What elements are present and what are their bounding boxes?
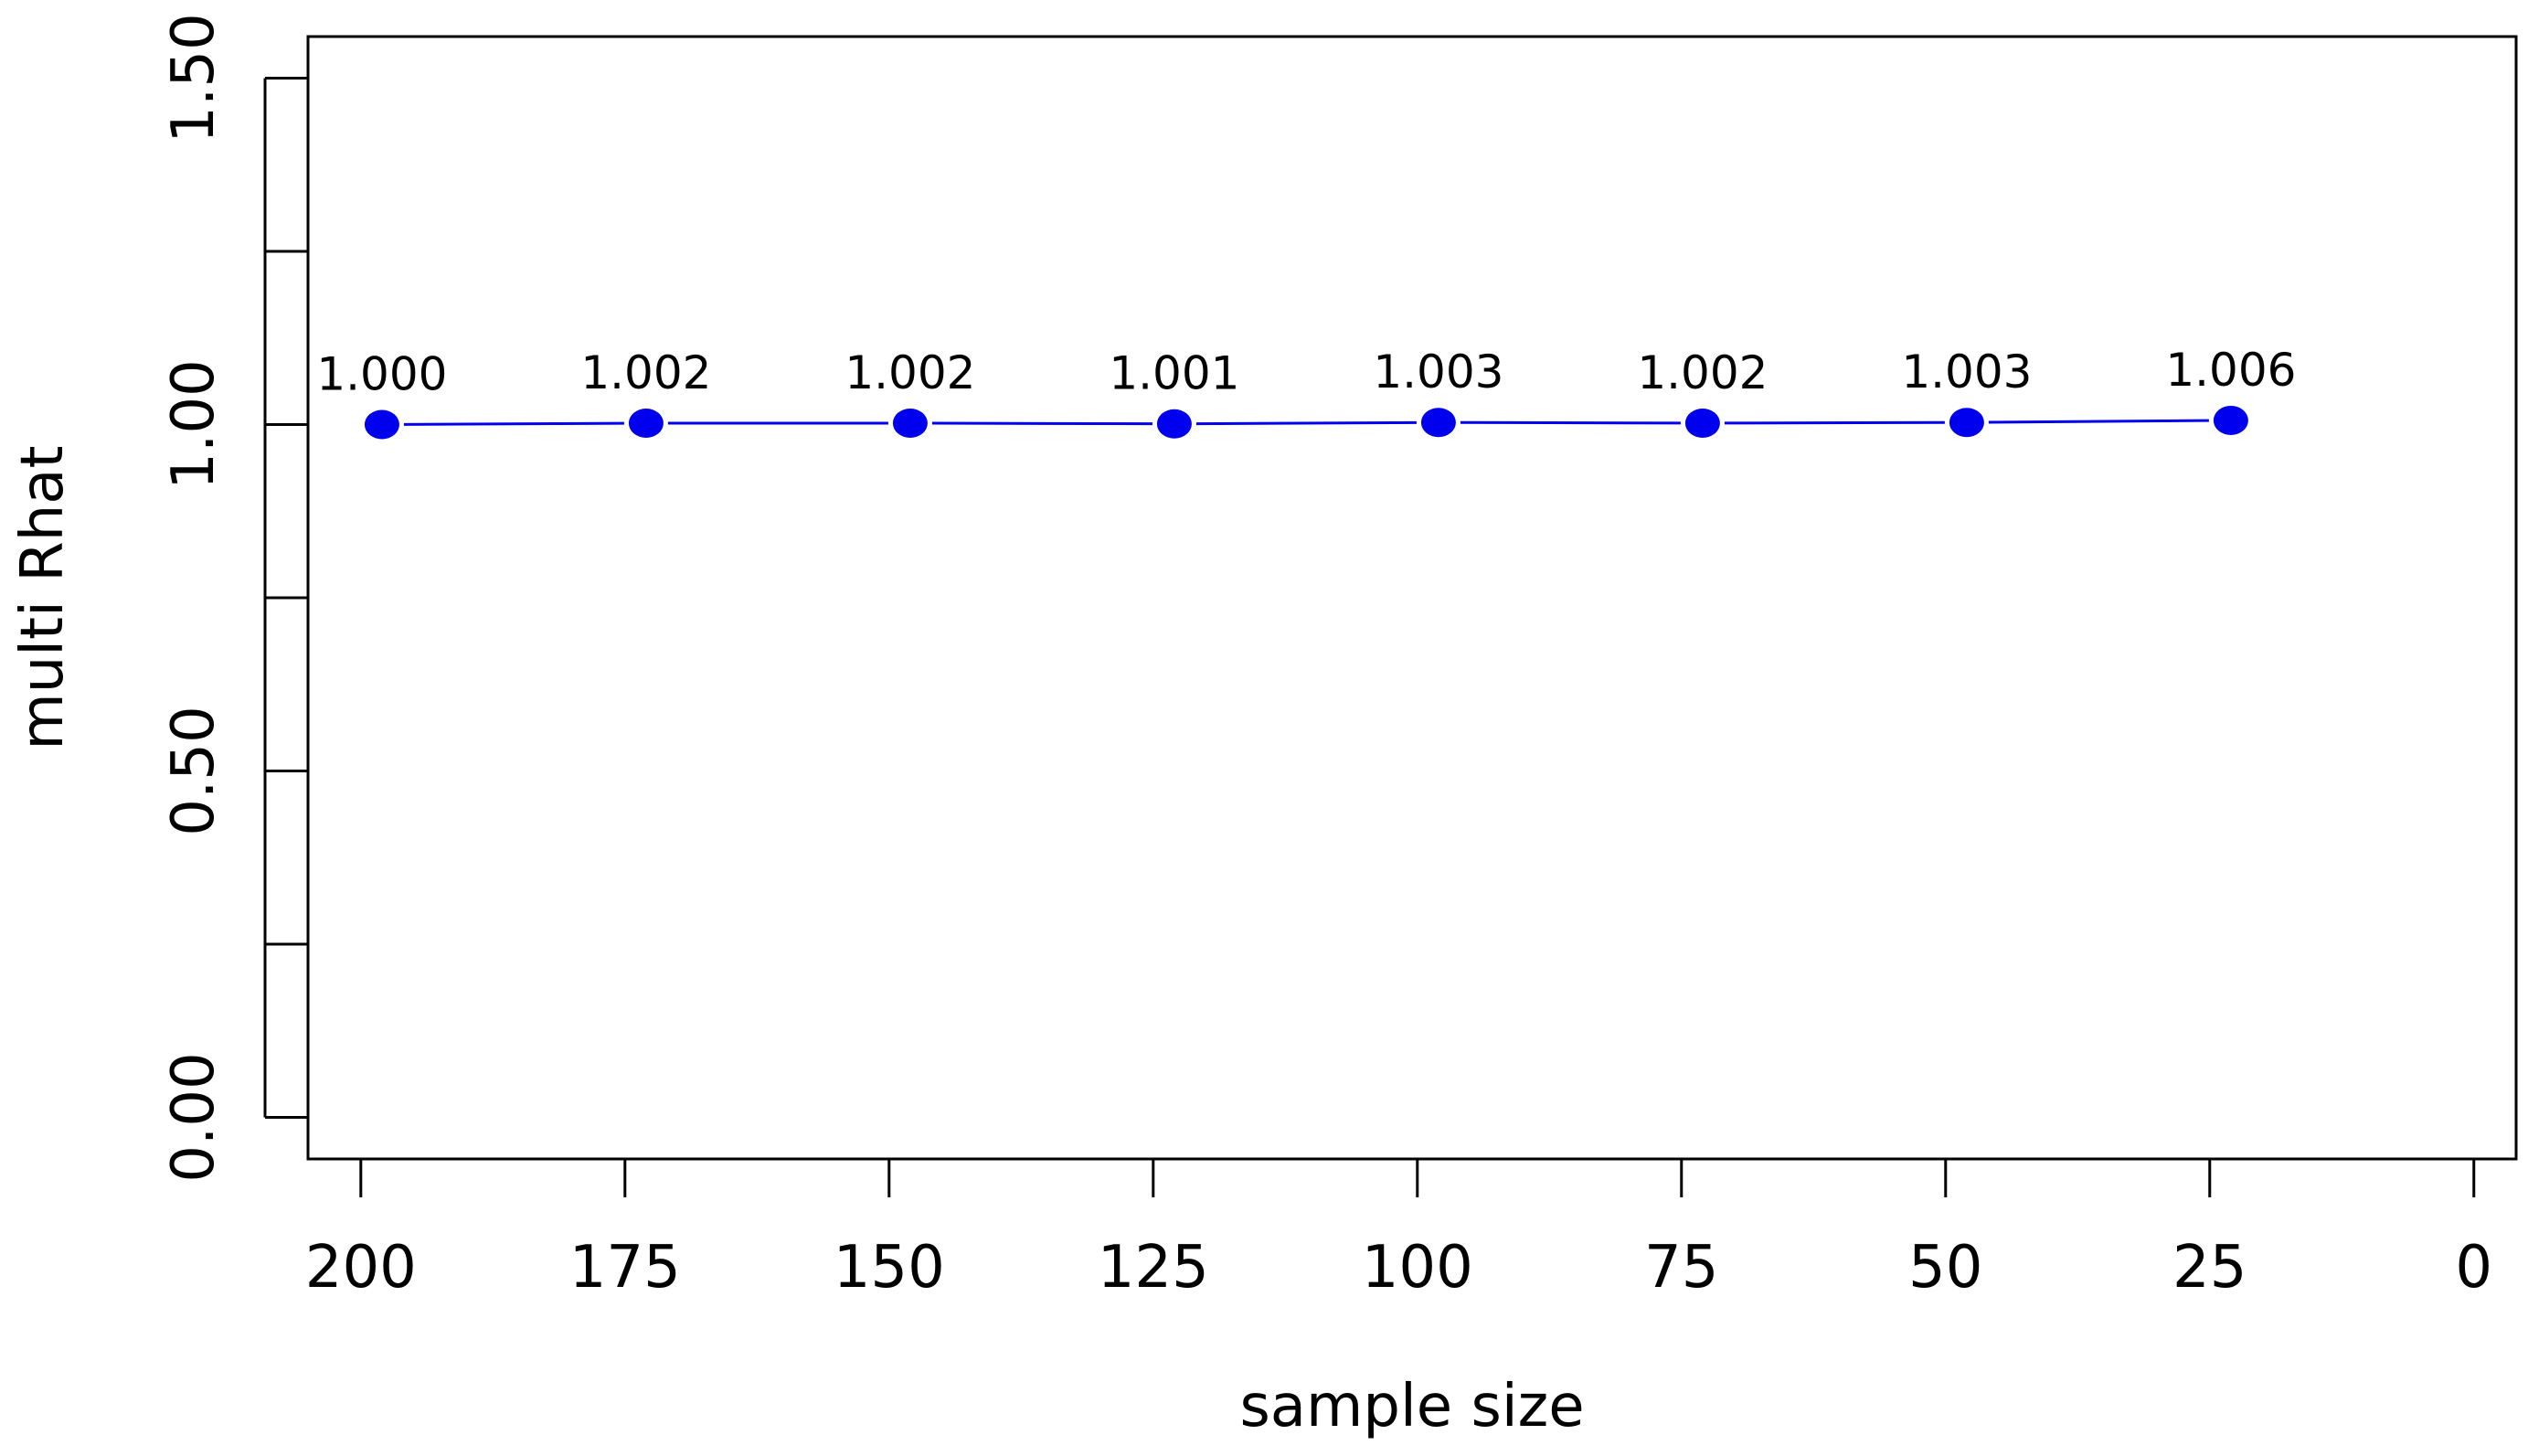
x-tick-label: 50 <box>1908 1234 1982 1302</box>
series-group: 1.000 1.002 1.002 1.001 1.003 1.002 1.003 1.006 <box>316 344 2296 440</box>
data-label: 1.002 <box>580 346 711 399</box>
series-line-segment <box>1195 420 1417 426</box>
series-line-segment <box>1460 420 1681 425</box>
series-line-segment <box>1724 420 1945 425</box>
x-tick-label: 200 <box>305 1234 417 1302</box>
data-label: 1.002 <box>844 346 975 399</box>
y-tick-label: 1.00 <box>160 359 228 490</box>
data-point <box>628 408 664 438</box>
data-point <box>2213 405 2248 435</box>
y-tick-label: 0.00 <box>160 1052 228 1183</box>
data-point <box>1156 409 1192 439</box>
data-label: 1.006 <box>2165 344 2296 397</box>
x-axis: 200 175 150 125 100 75 50 25 0 <box>305 1157 2492 1302</box>
x-tick-label: 175 <box>569 1234 681 1302</box>
x-tick-label: 150 <box>834 1234 945 1302</box>
x-tick-label: 125 <box>1098 1234 1209 1302</box>
x-tick-label: 75 <box>1644 1234 1718 1302</box>
data-point <box>1420 408 1456 438</box>
plot-frame <box>306 35 2518 1161</box>
data-point <box>364 409 399 440</box>
y-tick-label: 0.50 <box>160 706 228 836</box>
x-axis-title: sample size <box>1239 1373 1584 1440</box>
series-line-segment <box>931 421 1152 426</box>
series-line-segment <box>403 421 624 426</box>
data-point <box>892 408 928 438</box>
data-label: 1.000 <box>316 347 447 400</box>
data-point <box>1949 408 1984 438</box>
data-label: 1.003 <box>1373 345 1503 399</box>
data-point <box>1684 408 1720 438</box>
y-tick-label: 1.50 <box>160 13 228 143</box>
series-line-segment <box>1988 419 2209 424</box>
data-label: 1.003 <box>1901 345 2032 399</box>
y-axis-title: multi Rhat <box>9 445 77 749</box>
x-tick-label: 100 <box>1362 1234 1473 1302</box>
x-tick-label: 25 <box>2172 1234 2247 1302</box>
data-label: 1.001 <box>1109 347 1239 400</box>
data-label: 1.002 <box>1637 346 1768 399</box>
x-tick-label: 0 <box>2455 1234 2492 1302</box>
y-axis: 0.00 0.50 1.00 1.50 <box>160 13 308 1183</box>
